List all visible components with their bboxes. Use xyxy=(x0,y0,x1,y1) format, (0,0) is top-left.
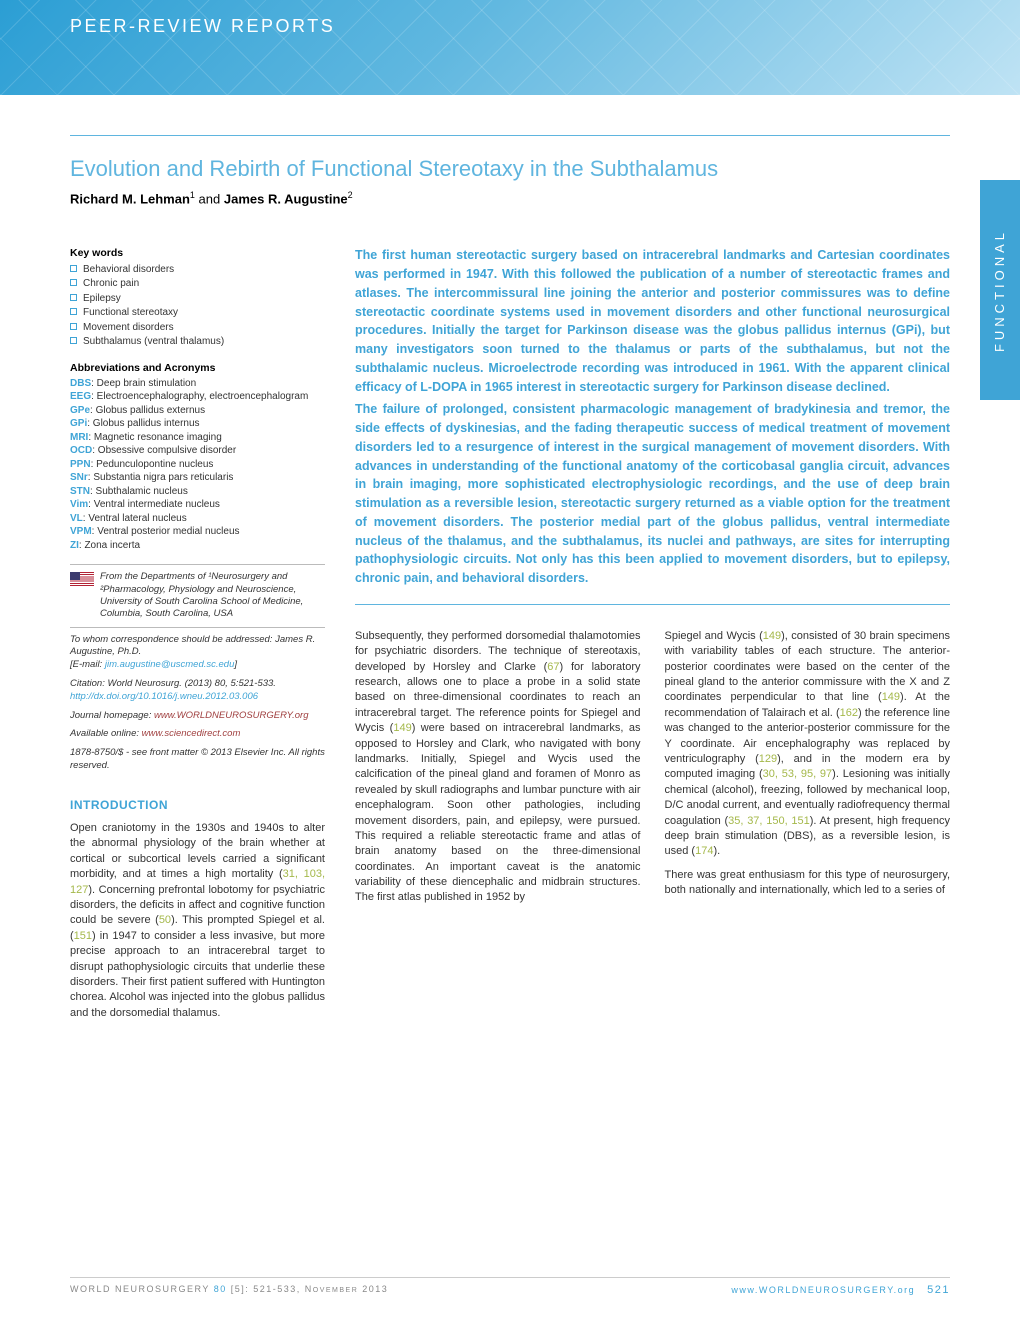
title-rule xyxy=(70,135,950,136)
keyword-item: Functional stereotaxy xyxy=(70,306,325,320)
keyword-item: Behavioral disorders xyxy=(70,263,325,277)
keyword-item: Subthalamus (ventral thalamus) xyxy=(70,335,325,349)
affiliation-box: From the Departments of ¹Neurosurgery an… xyxy=(70,564,325,627)
keyword-item: Epilepsy xyxy=(70,292,325,306)
abbreviation-item: EEG: Electroencephalography, electroence… xyxy=(70,390,325,404)
article-title: Evolution and Rebirth of Functional Ster… xyxy=(70,156,950,182)
bullet-icon xyxy=(70,279,77,286)
abbreviation-item: DBS: Deep brain stimulation xyxy=(70,377,325,391)
bullet-icon xyxy=(70,294,77,301)
doi-link[interactable]: http://dx.doi.org/10.1016/j.wneu.2012.03… xyxy=(70,691,258,702)
journal-homepage-link[interactable]: www.WORLDNEUROSURGERY.org xyxy=(154,710,309,721)
introduction-paragraph: Open craniotomy in the 1930s and 1940s t… xyxy=(70,821,325,1021)
bullet-icon xyxy=(70,337,77,344)
copyright: 1878-8750/$ - see front matter © 2013 El… xyxy=(70,747,325,773)
abstract-p2: The failure of prolonged, consistent pha… xyxy=(355,400,950,588)
side-tab: FUNCTIONAL xyxy=(980,180,1020,400)
side-tab-label: FUNCTIONAL xyxy=(993,228,1008,351)
left-column: Key words Behavioral disordersChronic pa… xyxy=(70,246,325,1021)
citation: Citation: World Neurosurg. (2013) 80, 5:… xyxy=(70,678,325,704)
section-header-label: Peer-Review Reports xyxy=(70,16,335,37)
available-online: Available online: www.sciencedirect.com xyxy=(70,728,325,741)
page-footer: WORLD NEUROSURGERY 80 [5]: 521-533, NOVE… xyxy=(70,1277,950,1296)
abbreviation-item: SNr: Substantia nigra pars reticularis xyxy=(70,471,325,485)
header-background xyxy=(0,0,1020,95)
article-authors: Richard M. Lehman1 and James R. Augustin… xyxy=(70,190,950,206)
abbreviation-item: PPN: Pedunculopontine nucleus xyxy=(70,458,325,472)
right-column: The first human stereotactic surgery bas… xyxy=(355,246,950,1021)
page-number: 521 xyxy=(927,1284,950,1296)
abbreviation-item: Vim: Ventral intermediate nucleus xyxy=(70,498,325,512)
abbreviation-item: GPi: Globus pallidus internus xyxy=(70,417,325,431)
correspondence: To whom correspondence should be address… xyxy=(70,634,325,672)
abbreviation-item: VPM: Ventral posterior medial nucleus xyxy=(70,525,325,539)
abbreviations-heading: Abbreviations and Acronyms xyxy=(70,361,325,375)
abstract-rule xyxy=(355,604,950,605)
abbreviation-item: VL: Ventral lateral nucleus xyxy=(70,512,325,526)
journal-homepage: Journal homepage: www.WORLDNEUROSURGERY.… xyxy=(70,710,325,723)
available-online-link[interactable]: www.sciencedirect.com xyxy=(142,728,241,739)
footer-citation: WORLD NEUROSURGERY 80 [5]: 521-533, NOVE… xyxy=(70,1284,388,1296)
body-column-2: Spiegel and Wycis (149), consisted of 30… xyxy=(665,629,951,906)
abbreviation-item: OCD: Obsessive compulsive disorder xyxy=(70,444,325,458)
bullet-icon xyxy=(70,323,77,330)
abbreviation-item: STN: Subthalamic nucleus xyxy=(70,485,325,499)
introduction-heading: INTRODUCTION xyxy=(70,797,325,813)
footer-url[interactable]: www.WORLDNEUROSURGERY.org xyxy=(731,1285,915,1295)
keywords-heading: Key words xyxy=(70,246,325,260)
bullet-icon xyxy=(70,308,77,315)
correspondence-email[interactable]: jim.augustine@uscmed.sc.edu xyxy=(105,659,235,670)
body-column-1: Subsequently, they performed dorsomedial… xyxy=(355,629,641,906)
bullet-icon xyxy=(70,265,77,272)
keyword-item: Chronic pain xyxy=(70,277,325,291)
abbreviation-item: ZI: Zona incerta xyxy=(70,539,325,553)
abbreviation-item: MRI: Magnetic resonance imaging xyxy=(70,431,325,445)
abbreviation-item: GPe: Globus pallidus externus xyxy=(70,404,325,418)
affiliation-text: From the Departments of ¹Neurosurgery an… xyxy=(100,571,325,620)
keyword-item: Movement disorders xyxy=(70,321,325,335)
abstract-p1: The first human stereotactic surgery bas… xyxy=(355,246,950,396)
flag-icon xyxy=(70,572,94,586)
